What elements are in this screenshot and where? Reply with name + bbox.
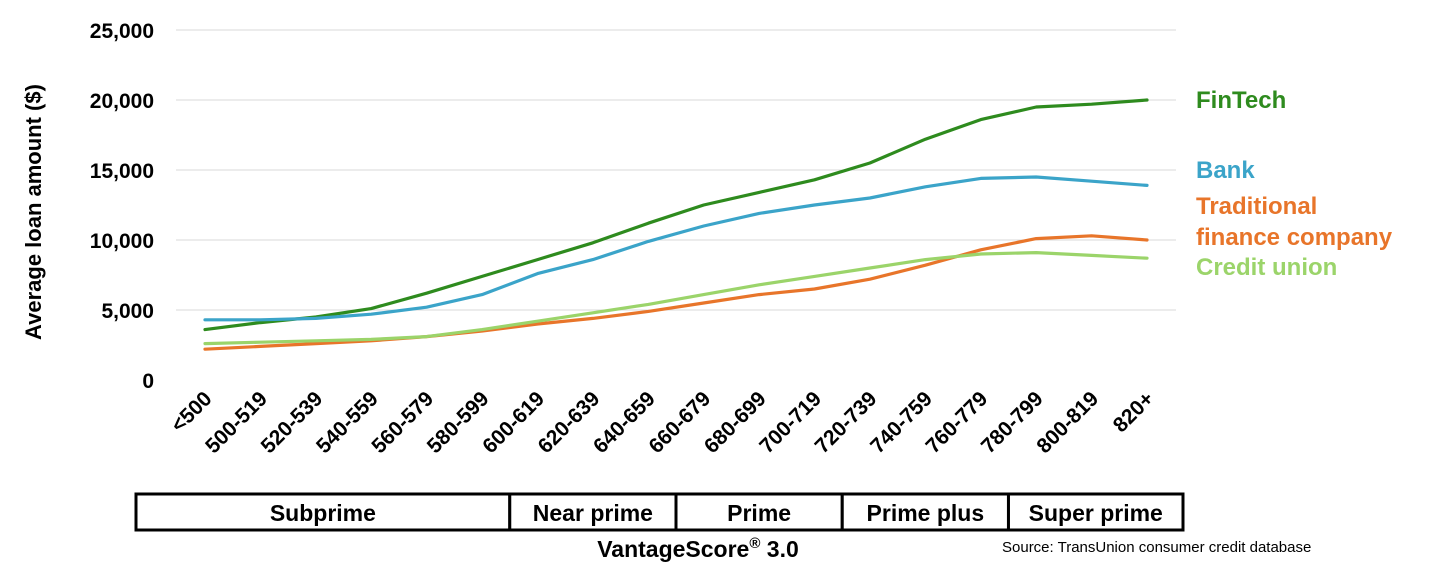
gridlines [176,29,1176,311]
band-label: Prime [727,500,791,526]
band-box [508,492,678,532]
series-line-credit-union [203,251,1149,346]
series-line-fintech [203,98,1149,332]
x-tick-label: 820+ [1109,387,1159,437]
series-line-traditional-finance-company [203,234,1149,351]
y-tick-label: 0 [142,370,154,393]
band-box [134,492,512,532]
band-label: Prime plus [867,500,985,526]
x-axis-title-main: VantageScore [597,536,749,562]
band-label: Super prime [1029,500,1163,526]
x-axis-title-suffix: 3.0 [760,536,798,562]
series-line-bank [203,175,1149,322]
y-tick-label: 20,000 [90,90,154,113]
band-label: Near prime [533,500,653,526]
x-axis-title: VantageScore® 3.0 [597,535,799,562]
x-tick-label: <500 [167,387,217,437]
y-axis: 0 5,000 10,000 15,000 20,000 25,000 [90,20,154,393]
y-tick-label: 15,000 [90,160,154,183]
legend-label: Credit union [1196,254,1337,281]
y-tick-label: 5,000 [101,300,154,323]
credit-tier-bands: Subprime Near prime Prime Prime plus Super p… [134,492,1185,532]
y-tick-label: 25,000 [90,20,154,43]
band-label: Subprime [270,500,376,526]
legend: FinTech Bank Traditional finance company Cre… [1196,87,1393,281]
band-box [1006,492,1185,532]
legend-label: Bank [1196,157,1255,184]
x-axis-title-superscript: ® [749,535,760,552]
legend-label: FinTech [1196,87,1286,114]
series-lines [203,98,1149,351]
y-axis-label: Average loan amount ($) [21,84,46,340]
x-axis: <500500-519520-539540-559560-579580-5996… [167,387,1159,458]
legend-label: finance company [1196,224,1393,251]
y-tick-label: 10,000 [90,230,154,253]
x-tick-label: 800-819 [1032,387,1103,458]
legend-label: Traditional [1196,193,1317,220]
band-box [840,492,1010,532]
source-note: Source: TransUnion consumer credit datab… [1002,539,1311,556]
